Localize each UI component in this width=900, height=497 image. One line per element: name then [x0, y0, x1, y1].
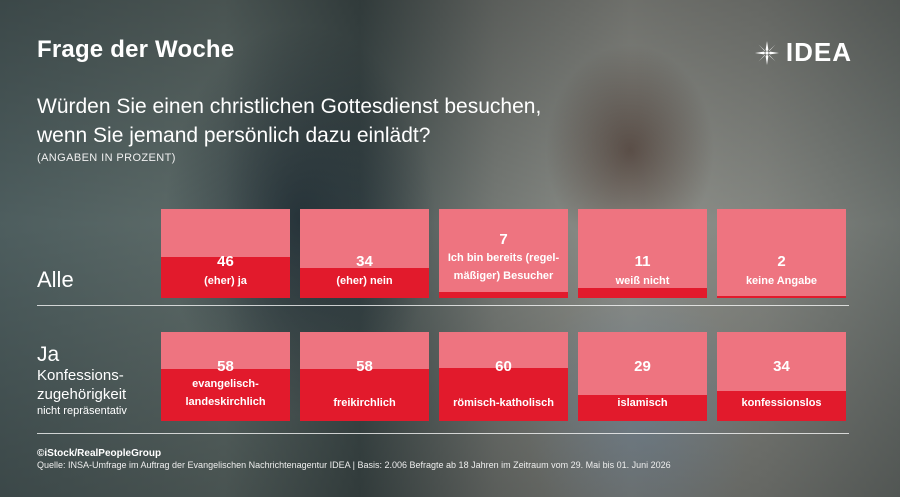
value-label: 11	[634, 253, 651, 270]
value-label: 46	[217, 253, 234, 270]
category-label: weiß nicht	[615, 275, 670, 287]
bar-tile: 60 römisch-katholisch	[439, 332, 568, 421]
bar	[161, 369, 290, 421]
bar	[161, 257, 290, 298]
logo-text: IDEA	[785, 37, 852, 67]
bar-tile: 34 konfessionslos	[717, 332, 846, 421]
bar-tile: 34 (eher) nein	[300, 209, 429, 298]
row-label-all: Alle	[37, 267, 74, 292]
value-label: 34	[773, 358, 790, 375]
category-label: (eher) nein	[336, 275, 393, 287]
bar-tile: 2 keine Angabe	[717, 209, 846, 298]
idea-burst-icon	[754, 40, 779, 65]
bar-tile: 29 islamisch	[578, 332, 707, 421]
question-line-1: Würden Sie einen christlichen Gottesdien…	[37, 95, 542, 118]
category-label: evangelisch-landeskirchlich	[185, 378, 266, 408]
bar	[578, 395, 707, 421]
source-note: Quelle: INSA-Umfrage im Auftrag der Evan…	[37, 460, 671, 470]
divider	[37, 305, 849, 306]
idea-logo: IDEA	[754, 37, 852, 68]
category-label: freikirchlich	[333, 397, 396, 409]
value-label: 58	[217, 358, 234, 375]
value-label: 60	[495, 358, 512, 375]
unit-note: (ANGABEN IN PROZENT)	[37, 152, 176, 164]
bar-tile: 46 (eher) ja	[161, 209, 290, 298]
category-label: konfessionslos	[741, 397, 822, 409]
bar	[439, 291, 568, 298]
category-label: Ich bin bereits (regel-mäßiger) Besucher	[447, 252, 560, 282]
question: Würden Sie einen christlichen Gottesdien…	[37, 92, 597, 150]
bar	[300, 267, 429, 298]
row-note: nicht repräsentativ	[37, 405, 127, 417]
value-label: 34	[356, 253, 373, 270]
bar-tile: 7 Ich bin bereits (regel-mäßiger) Besuche…	[439, 209, 568, 298]
bar	[439, 367, 568, 421]
value-label: 7	[499, 231, 508, 248]
bar-tile: 58 freikirchlich	[300, 332, 429, 421]
value-label: 58	[356, 358, 373, 375]
category-label: römisch-katholisch	[453, 397, 554, 409]
category-label: islamisch	[617, 397, 668, 409]
bar	[717, 390, 846, 421]
divider	[37, 433, 849, 434]
category-label: (eher) ja	[204, 275, 247, 287]
value-label: 29	[634, 358, 651, 375]
category-label: keine Angabe	[745, 275, 818, 287]
bar-tile: 58 evangelisch-landeskirchlich	[161, 332, 290, 421]
value-label: 2	[777, 253, 786, 270]
bar	[300, 369, 429, 421]
bar-tile: 11 weiß nicht	[578, 209, 707, 298]
page-title: Frage der Woche	[37, 36, 235, 63]
photo-credit: ©iStock/RealPeopleGroup	[37, 448, 162, 459]
row-sublabel-1: Konfessions-	[37, 367, 124, 384]
bar	[717, 296, 846, 298]
row-label-ja: Ja	[37, 343, 60, 366]
question-line-2: wenn Sie jemand persönlich dazu einlädt?	[37, 124, 431, 147]
row-sublabel-2: zugehörigkeit	[37, 386, 127, 403]
bar	[578, 288, 707, 298]
